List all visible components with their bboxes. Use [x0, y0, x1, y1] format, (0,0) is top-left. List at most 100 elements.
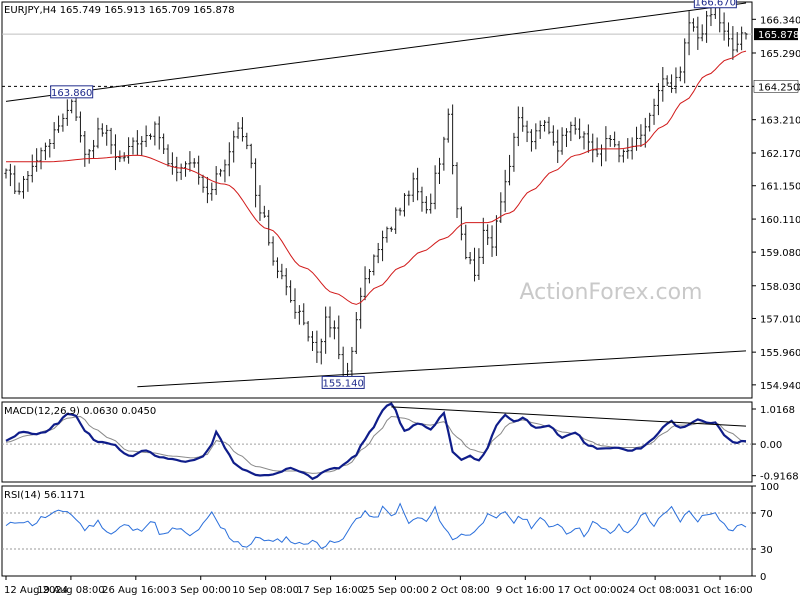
price-annotation-box: [50, 85, 94, 99]
ohlc-bar: [656, 83, 661, 116]
ohlc-bar: [621, 149, 625, 163]
ohlc-bar: [665, 75, 669, 87]
ohlc-bar: [613, 131, 617, 148]
macd-signal-line: [5, 415, 747, 474]
ohlc-bar: [26, 171, 30, 192]
ohlc-bar: [271, 236, 275, 266]
ohlc-bar: [516, 106, 520, 147]
ohlc-bar: [354, 311, 358, 354]
rsi-tick-label: 30: [760, 545, 773, 556]
ohlc-bar: [205, 176, 210, 204]
ohlc-bar: [709, 7, 713, 27]
ohlc-bar: [249, 143, 253, 169]
ohlc-bar: [503, 169, 507, 212]
ohlc-bar: [578, 118, 582, 140]
ohlc-bar: [372, 254, 376, 276]
ohlc-bar: [626, 138, 630, 159]
macd-tick-label: -0.9168: [760, 472, 799, 483]
ohlc-bar: [332, 320, 337, 340]
price-tick-label: 157.010: [760, 314, 800, 325]
ohlc-bar: [337, 315, 341, 360]
ohlc-bar: [367, 269, 372, 284]
price-tick-label: 160.110: [760, 215, 800, 226]
ohlc-bar: [135, 130, 139, 156]
ohlc-bar: [61, 113, 65, 132]
ohlc-bar: [740, 26, 744, 51]
ohlc-bar: [429, 193, 433, 214]
ohlc-bar: [569, 121, 573, 142]
price-panel: 166.340 165.290 164.250 163.210 162.170 161.1…: [1, 0, 800, 399]
ohlc-bar: [13, 165, 17, 194]
ohlc-bar: [153, 121, 157, 146]
ohlc-bar: [4, 168, 8, 179]
ohlc-bar: [415, 167, 420, 201]
ohlc-bar: [91, 139, 96, 159]
time-tick-label: 10 Sep 08:00: [232, 585, 299, 596]
ohlc-bar: [704, 10, 709, 43]
ohlc-bar: [127, 137, 131, 164]
ohlc-bar: [284, 268, 288, 296]
macd-tick-label: 0.00: [760, 440, 782, 451]
time-tick-label: 17 Oct 00:00: [558, 585, 623, 596]
price-tick-label: 161.150: [760, 182, 800, 193]
ohlc-bar: [586, 124, 590, 153]
ohlc-bar: [407, 190, 411, 206]
ohlc-bar: [722, 12, 726, 41]
ohlc-bar: [223, 159, 227, 183]
ohlc-bar: [293, 288, 297, 319]
price-tick-label: 158.030: [760, 282, 800, 293]
ohlc-bar: [140, 136, 144, 156]
ohlc-bar: [39, 147, 43, 170]
price-tick-label: 154.940: [760, 381, 800, 392]
ohlc-bar: [490, 225, 494, 257]
ohlc-bar: [253, 158, 258, 208]
ohlc-bar: [148, 133, 153, 140]
rsi-tick-label: 70: [760, 509, 773, 520]
ohlc-bar: [385, 226, 389, 243]
ohlc-bar: [394, 207, 398, 234]
ohlc-bar: [70, 99, 74, 114]
ohlc-bar: [735, 32, 739, 53]
ohlc-bar: [433, 165, 437, 210]
ohlc-bar: [451, 104, 455, 175]
price-annotation-label: 166.670: [695, 0, 736, 9]
ohlc-bar: [402, 193, 407, 217]
ohlc-bar: [131, 137, 135, 155]
ohlc-bar: [556, 129, 560, 163]
ohlc-bar: [455, 162, 459, 218]
ohlc-bar: [297, 305, 301, 325]
ohlc-bar: [240, 117, 245, 142]
time-tick-label: 19 Aug 08:00: [37, 585, 104, 596]
price-tick-label: 162.170: [760, 149, 800, 160]
ohlc-bar: [481, 217, 485, 265]
ohlc-bar: [52, 122, 56, 149]
ohlc-bar: [547, 116, 551, 135]
ohlc-bar: [122, 152, 126, 162]
ohlc-bar: [210, 182, 214, 201]
time-tick-label: 3 Sep 00:00: [171, 585, 231, 596]
ohlc-bar: [363, 266, 367, 301]
ohlc-bar: [468, 252, 472, 265]
ohlc-bar: [258, 185, 262, 221]
ohlc-bar: [109, 127, 113, 155]
ohlc-bar: [744, 32, 748, 40]
time-tick-label: 31 Oct 16:00: [687, 585, 752, 596]
ohlc-bar: [232, 130, 236, 163]
ohlc-bar: [56, 115, 61, 133]
ohlc-bar: [306, 321, 310, 342]
ohlc-bar: [87, 149, 91, 164]
ohlc-bar: [8, 163, 12, 187]
ohlc-bar: [442, 136, 446, 171]
trendline: [137, 350, 747, 388]
ohlc-bar: [608, 134, 612, 147]
ohlc-bar: [472, 247, 477, 282]
ohlc-bar: [652, 98, 656, 125]
ohlc-bar: [275, 257, 280, 279]
ohlc-bar: [512, 132, 516, 172]
rsi-line: [5, 502, 747, 550]
ohlc-bar: [43, 142, 48, 161]
ohlc-bar: [525, 120, 529, 143]
ohlc-bar: [696, 16, 700, 50]
